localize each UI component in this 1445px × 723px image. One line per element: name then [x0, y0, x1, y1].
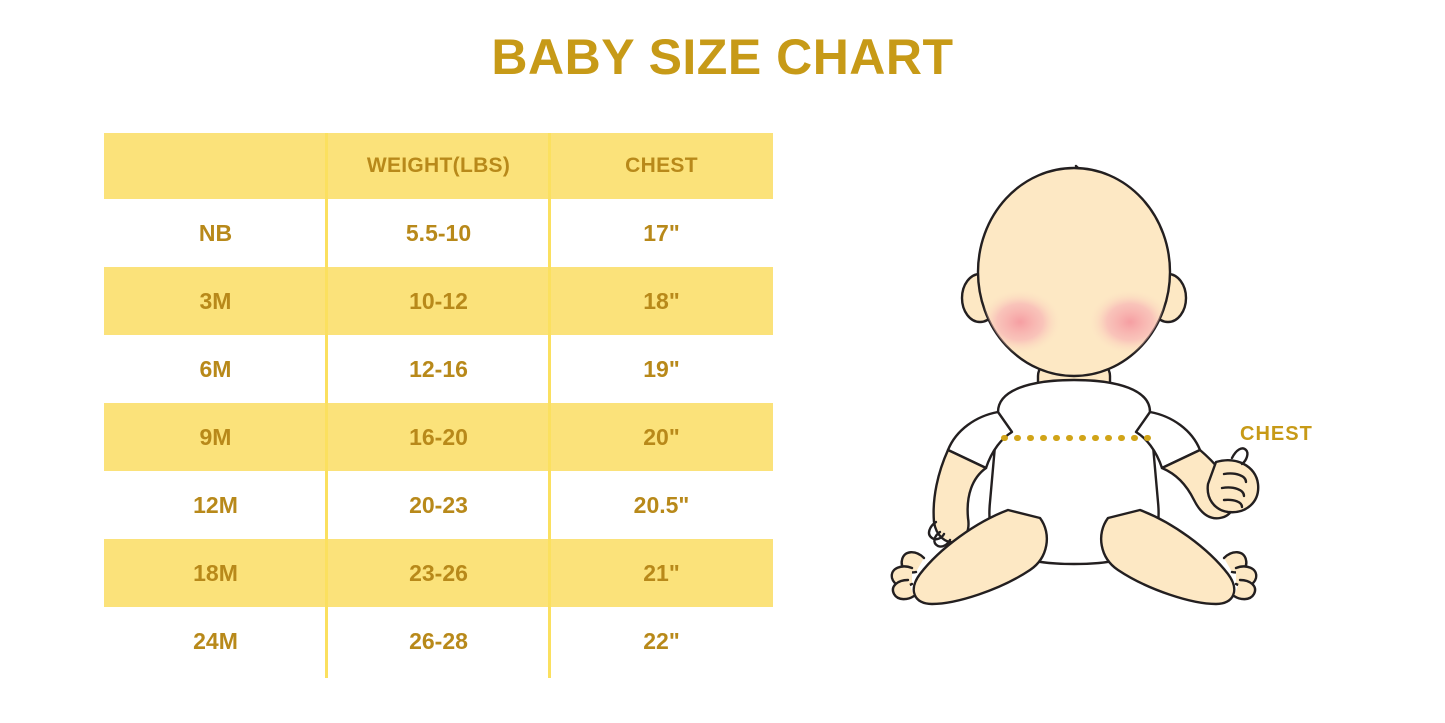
cell-chest: 17" [643, 219, 680, 246]
cell-chest: 20.5" [633, 491, 690, 518]
chest-measurement-label: CHEST [1240, 423, 1313, 445]
table-row: NB 5.5-10 17" [104, 199, 773, 267]
cell-size: 12M [193, 491, 238, 518]
cell-chest: 22" [643, 627, 680, 654]
baby-illustration [880, 150, 1280, 610]
column-header-chest: CHEST [625, 154, 698, 177]
page-title: BABY SIZE CHART [491, 29, 954, 85]
size-table-container: WEIGHT(LBS) CHEST NB 5.5-10 17" 3M 10-12… [104, 133, 773, 678]
column-divider-1 [325, 133, 328, 678]
cell-weight: 16-20 [409, 423, 468, 450]
table-head: WEIGHT(LBS) CHEST [104, 133, 773, 199]
cell-weight: 23-26 [409, 559, 468, 586]
table-header-row: WEIGHT(LBS) CHEST [104, 133, 773, 199]
cell-weight: 5.5-10 [405, 219, 472, 246]
cell-weight: 12-16 [409, 355, 468, 382]
cell-chest: 19" [643, 355, 680, 382]
cell-size: 3M [199, 287, 232, 314]
cell-chest: 21" [643, 559, 680, 586]
cell-size: 9M [199, 423, 232, 450]
size-table: WEIGHT(LBS) CHEST NB 5.5-10 17" 3M 10-12… [104, 133, 773, 675]
table-row: 3M 10-12 18" [104, 267, 773, 335]
table-row: 9M 16-20 20" [104, 403, 773, 471]
cell-size: NB [198, 219, 233, 246]
cell-chest: 20" [643, 423, 680, 450]
column-header-size [104, 133, 327, 199]
cell-weight: 10-12 [409, 287, 468, 314]
column-divider-2 [548, 133, 551, 678]
cell-size: 18M [193, 559, 238, 586]
cell-size: 24M [193, 627, 238, 654]
table-row: 12M 20-23 20.5" [104, 471, 773, 539]
column-header-weight: WEIGHT(LBS) [366, 154, 511, 177]
table-row: 6M 12-16 19" [104, 335, 773, 403]
table-row: 18M 23-26 21" [104, 539, 773, 607]
cell-weight: 20-23 [409, 491, 468, 518]
cell-weight: 26-28 [409, 627, 468, 654]
cell-chest: 18" [643, 287, 680, 314]
table-body: NB 5.5-10 17" 3M 10-12 18" 6M 12-16 19" … [104, 199, 773, 675]
cell-size: 6M [199, 355, 232, 382]
table-row: 24M 26-28 22" [104, 607, 773, 675]
